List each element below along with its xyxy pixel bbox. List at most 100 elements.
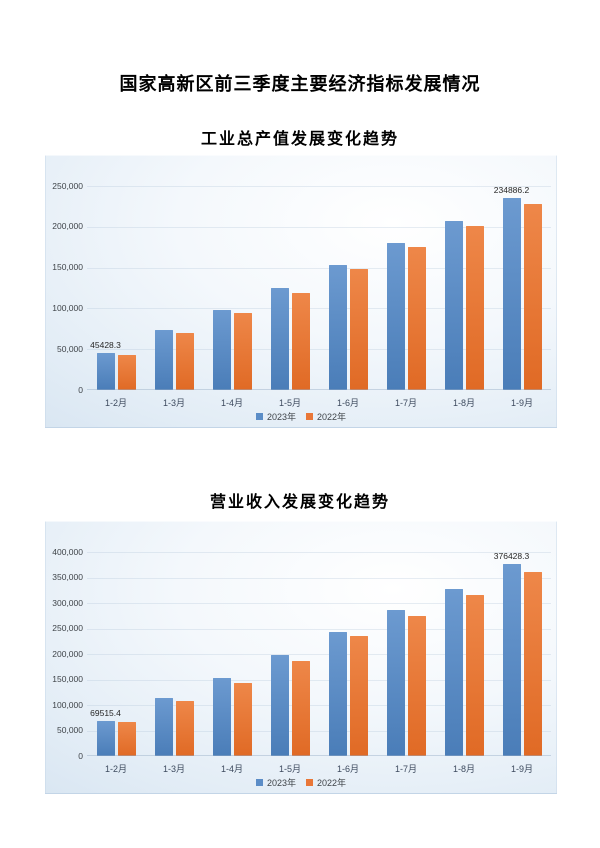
bar-2022年-1-6月: [349, 636, 368, 756]
y-axis-tick-label: 150,000: [52, 674, 83, 684]
x-axis-tick-label: 1-7月: [394, 764, 417, 774]
gridline: [87, 267, 551, 269]
bar-group-1-8月: [435, 186, 493, 390]
bar-2022年-1-9月: [523, 571, 542, 756]
operating-revenue-chart: 0 50,000 100,000 150,000 200,000 250,000 300,0…: [45, 521, 557, 794]
bar-2022年-1-2月: [117, 354, 136, 390]
bar-group-1-5月: [261, 186, 319, 390]
bar-2023年-1-6月: [328, 264, 347, 390]
bar-2023年-1-2月: [96, 352, 115, 390]
x-axis-tick-label: 1-2月: [104, 398, 127, 408]
legend-entry-2022: 2022年: [306, 776, 346, 789]
plot-area: 45428.3 234886.2: [87, 185, 551, 390]
chart-title-operating-revenue: 营业收入发展变化趋势: [209, 494, 390, 511]
x-axis-tick-label: 1-8月: [452, 398, 475, 408]
bar-2022年-1-6月: [349, 269, 368, 390]
bar-group-1-5月: [261, 552, 319, 756]
bar-2023年-1-6月: [328, 631, 347, 756]
bar-2023年-1-4月: [212, 678, 231, 756]
x-axis: 1-2月 1-3月 1-4月 1-5月 1-6月 1-7月 1-8月 1-9月: [87, 762, 551, 776]
bar-group-1-4月: [203, 186, 261, 390]
gridline: [87, 705, 551, 706]
legend-entry-2023: 2023年: [255, 776, 296, 789]
y-axis-tick-label: 300,000: [52, 597, 83, 608]
bar-2023年-1-5月: [270, 288, 289, 390]
bar-2023年-1-3月: [154, 330, 173, 390]
bar-2023年-1-8月: [444, 221, 463, 390]
bar-group-1-9月: 234886.2: [493, 185, 551, 390]
bar-2023年-1-9月: [502, 564, 521, 756]
legend-entry-2023: 2023年: [255, 410, 296, 423]
gridline: [87, 603, 551, 604]
bar-2023年-1-7月: [386, 609, 405, 756]
y-axis-tick-label: 350,000: [52, 572, 83, 582]
bar-2022年-1-9月: [523, 203, 542, 390]
x-axis-tick-label: 1-4月: [220, 398, 243, 408]
legend-swatch-2023-icon: [255, 413, 263, 420]
x-axis-tick-label: 1-4月: [220, 764, 243, 774]
bar-groups: 69515.4 376428.3: [87, 551, 551, 756]
legend-label-2022: 2022年: [317, 412, 347, 422]
bar-group-1-3月: [145, 552, 203, 756]
x-axis: 1-2月 1-3月 1-4月 1-5月 1-6月 1-7月 1-8月 1-9月: [87, 396, 551, 410]
legend-swatch-2022-icon: [306, 779, 313, 786]
bar-2023年-1-3月: [154, 697, 173, 756]
y-axis-tick-label: 100,000: [52, 302, 83, 313]
bar-group-1-8月: [435, 552, 493, 756]
y-axis-tick-label: 0: [78, 384, 83, 395]
x-axis-line: [87, 755, 551, 756]
bar-group-1-2月: 69515.4: [87, 552, 145, 756]
bar-group-1-7月: [377, 552, 435, 756]
bar-group-1-9月: 376428.3: [493, 551, 551, 756]
x-axis-tick-label: 1-3月: [162, 398, 185, 408]
x-axis-tick-label: 1-8月: [452, 764, 475, 774]
bar-2023年-1-8月: [444, 589, 463, 756]
bar-2022年-1-5月: [291, 661, 310, 756]
bar-2023年-1-4月: [212, 310, 231, 390]
data-label: 376428.3: [493, 551, 530, 562]
gridline: [87, 654, 551, 655]
bar-2022年-1-3月: [175, 700, 194, 756]
bar-2023年-1-5月: [270, 655, 289, 756]
gridline: [87, 186, 551, 187]
bar-2022年-1-4月: [233, 313, 252, 390]
legend-swatch-2023-icon: [255, 779, 263, 786]
y-axis-tick-label: 150,000: [52, 262, 83, 273]
bar-2022年-1-3月: [175, 332, 194, 390]
bar-group-1-4月: [203, 552, 261, 756]
bar-2022年-1-2月: [117, 721, 136, 756]
y-axis-tick-label: 100,000: [52, 699, 83, 710]
legend-entry-2022: 2022年: [306, 410, 346, 423]
legend-swatch-2022-icon: [306, 413, 313, 420]
bar-2022年-1-7月: [407, 247, 426, 390]
gridline: [87, 679, 551, 681]
x-axis-tick-label: 1-3月: [162, 764, 185, 774]
gridline: [87, 308, 551, 310]
page-title: 国家高新区前三季度主要经济指标发展情况: [119, 74, 481, 94]
gridline: [87, 226, 551, 228]
bar-2022年-1-4月: [233, 682, 252, 756]
bar-2022年-1-5月: [291, 292, 310, 390]
y-axis: 0 50,000 100,000 150,000 200,000 250,000: [45, 155, 83, 428]
y-axis-tick-label: 200,000: [52, 221, 83, 232]
bar-group-1-3月: [145, 186, 203, 390]
x-axis-line: [87, 389, 551, 390]
bar-group-1-6月: [319, 552, 377, 756]
bar-2022年-1-8月: [465, 225, 484, 390]
bar-group-1-2月: 45428.3: [87, 186, 145, 390]
x-axis-tick-label: 1-9月: [510, 764, 533, 774]
y-axis-tick-label: 50,000: [57, 343, 83, 354]
x-axis-tick-label: 1-5月: [278, 764, 301, 774]
bar-2023年-1-7月: [386, 243, 405, 390]
gridline: [87, 730, 551, 732]
y-axis-tick-label: 0: [78, 750, 83, 761]
data-label: 234886.2: [493, 185, 530, 196]
chart-legend: 2023年 2022年: [45, 776, 557, 789]
gridline: [87, 552, 551, 553]
chart-legend: 2023年 2022年: [45, 410, 557, 423]
bar-2023年-1-9月: [502, 198, 521, 390]
x-axis-tick-label: 1-6月: [336, 398, 359, 408]
industrial-output-chart: 0 50,000 100,000 150,000 200,000 250,000 4542…: [45, 155, 557, 428]
legend-label-2023: 2023年: [266, 412, 296, 422]
x-axis-tick-label: 1-9月: [510, 398, 533, 408]
